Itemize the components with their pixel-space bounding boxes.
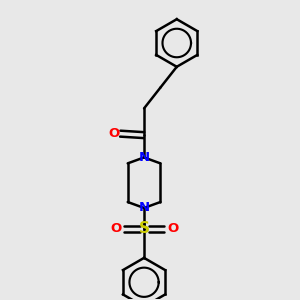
Text: S: S xyxy=(139,221,150,236)
Text: O: O xyxy=(108,127,119,140)
Text: N: N xyxy=(139,202,150,214)
Text: N: N xyxy=(139,151,150,164)
Text: O: O xyxy=(110,222,121,235)
Text: O: O xyxy=(167,222,178,235)
